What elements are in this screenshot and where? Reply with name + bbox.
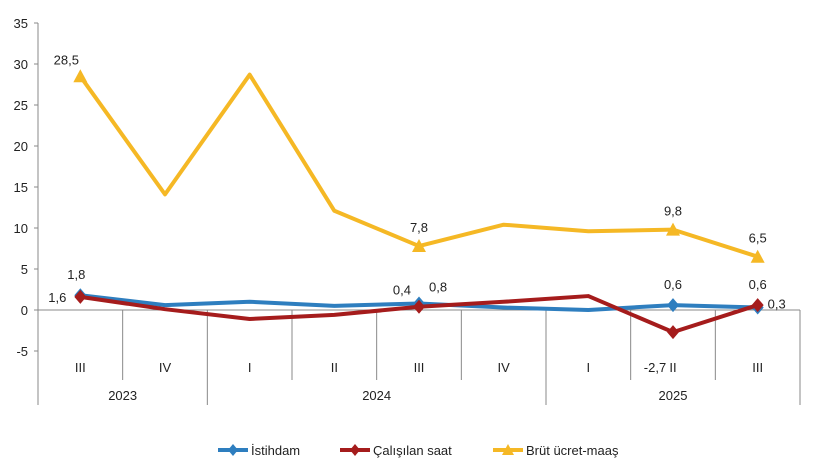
year-label: 2025 (659, 388, 688, 403)
y-axis: -5 0 5 10 15 20 25 30 35 (14, 16, 39, 359)
data-label: 0,4 (393, 283, 411, 298)
data-point-diamond (667, 325, 679, 340)
year-label: 2024 (362, 388, 391, 403)
data-point-diamond (667, 298, 679, 313)
x-tick-label: II (331, 360, 338, 375)
data-label: -2,7 (644, 360, 666, 375)
legend-diamond-icon (350, 444, 360, 456)
data-label: 9,8 (664, 204, 682, 219)
x-tick-label: IV (159, 360, 172, 375)
data-point-triangle (666, 222, 680, 236)
x-tick-label: II (669, 360, 676, 375)
series-group: 28,57,89,86,51,80,8 0,60,31,6 0,4-2,70,6 (48, 52, 785, 375)
data-label: 28,5 (54, 52, 79, 67)
y-tick-label: 35 (14, 16, 28, 31)
legend-label: Brüt ücret-maaş (526, 443, 619, 458)
data-label: 1,6 (48, 290, 66, 305)
year-label: 2023 (108, 388, 137, 403)
legend-triangle-icon (502, 444, 514, 455)
data-label: 0,8 (429, 279, 447, 294)
data-point-diamond (413, 299, 425, 314)
data-label: 6,5 (749, 231, 767, 246)
x-tick-label: III (414, 360, 425, 375)
x-tick-label: I (587, 360, 591, 375)
data-point-triangle (750, 249, 765, 263)
y-tick-label: 30 (14, 57, 28, 72)
data-label: 0,6 (664, 277, 682, 292)
legend: İstihdam Çalışılan saat Brüt ücret-maaş (218, 443, 619, 458)
y-tick-label: 5 (21, 262, 28, 277)
x-tick-label: III (75, 360, 86, 375)
y-tick-label: 0 (21, 303, 28, 318)
data-point-triangle (73, 69, 88, 83)
data-label: 0,6 (749, 277, 767, 292)
y-tick-label: 10 (14, 221, 28, 236)
x-tick-label: I (248, 360, 252, 375)
data-label: 7,8 (410, 220, 428, 235)
legend-diamond-icon (228, 444, 238, 456)
legend-label: İstihdam (251, 443, 300, 458)
y-tick-label: 15 (14, 180, 28, 195)
data-point-diamond (751, 298, 764, 313)
y-tick-label: 25 (14, 98, 28, 113)
data-point-diamond (74, 289, 87, 304)
data-label: 0,3 (768, 297, 786, 312)
y-tick-label: -5 (16, 344, 28, 359)
data-label: 1,8 (67, 267, 85, 282)
x-tick-label: IV (498, 360, 511, 375)
x-tick-label: III (752, 360, 763, 375)
legend-label: Çalışılan saat (373, 443, 452, 458)
data-point-triangle (412, 239, 426, 253)
y-tick-label: 20 (14, 139, 28, 154)
